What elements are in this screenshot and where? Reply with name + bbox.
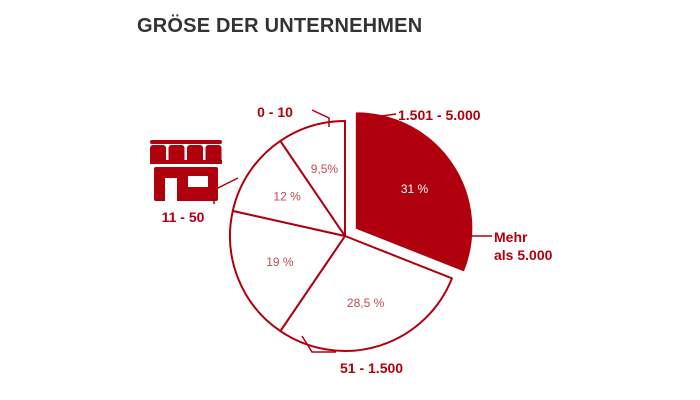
category-label-1-501-5-000: 1.501 - 5.000 [398, 107, 481, 123]
slice-percent-label-1-501-5-000: 9,5% [311, 162, 339, 176]
slice-percent-label-11-50: 19 % [266, 255, 294, 269]
leader-line-0-10 [311, 109, 330, 127]
category-label-mehr-als-5-000: Mehr als 5.000 [494, 229, 553, 263]
category-label-11-50: 11 - 50 [162, 209, 205, 225]
storefront-icon-shape [150, 140, 222, 201]
leader-line-1-501-5-000 [373, 113, 397, 128]
pie-slice-51-1-500 [279, 235, 453, 352]
labels-layer: 31 % Mehr als 5.000 28,5 % 51 - 1.500 19 % 11 … [162, 104, 553, 376]
slices-layer [229, 112, 473, 352]
storefront-icon [150, 140, 222, 201]
slice-percent-label-mehr-als-5-000: 31 % [401, 182, 429, 196]
category-label-0-10: 0 - 10 [257, 104, 293, 120]
leader-line-51-1-500 [301, 335, 336, 353]
slice-percent-label-0-10: 12 % [273, 190, 301, 204]
pie-slice-0-10 [231, 139, 346, 237]
category-label-51-1-500: 51 - 1.500 [340, 360, 403, 376]
pie-slice-1-501-5-000 [279, 120, 346, 237]
pie-slice-11-50 [229, 209, 346, 333]
chart-title: GRÖSE DER UNTERNEHMEN [137, 15, 423, 37]
slice-percent-label-51-1-500: 28,5 % [347, 296, 385, 310]
